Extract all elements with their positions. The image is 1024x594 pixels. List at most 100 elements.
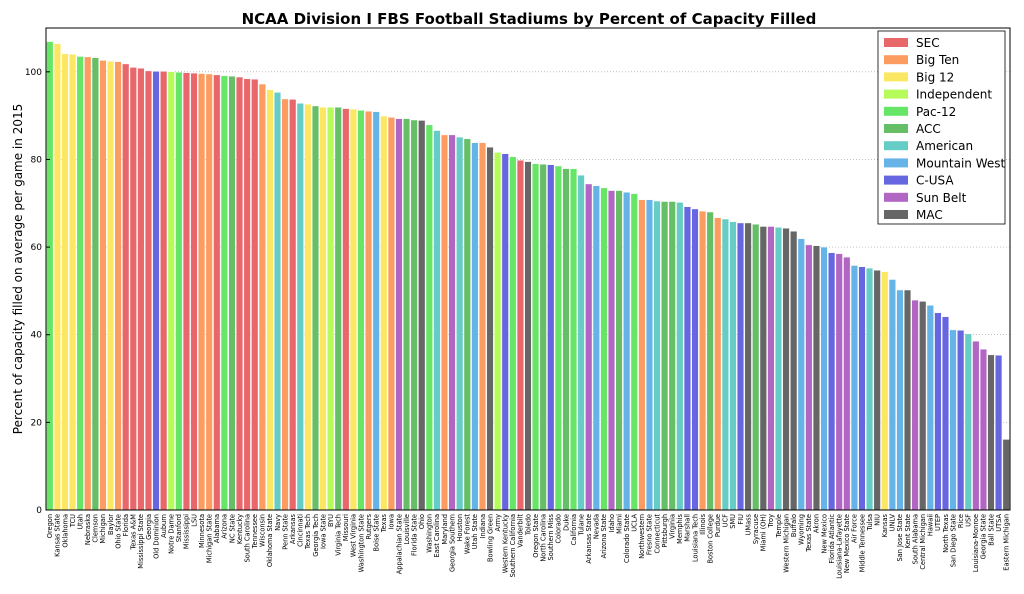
bar — [926, 305, 934, 511]
x-tick-label: Oregon — [46, 514, 54, 538]
x-tick-label: Tennessee — [251, 514, 259, 549]
bar — [532, 163, 540, 511]
bar — [904, 289, 912, 511]
legend-swatch — [884, 175, 908, 185]
x-tick-label: Mississippi State — [137, 514, 145, 569]
bar — [699, 210, 707, 511]
bar — [122, 63, 130, 511]
bar — [471, 142, 479, 511]
bar — [835, 253, 843, 511]
x-tick-label: Auburn — [160, 514, 168, 538]
bar — [995, 355, 1003, 511]
x-tick-label: Northwestern — [638, 514, 646, 559]
bar — [175, 72, 183, 511]
legend-swatch — [884, 55, 908, 65]
x-tick-label: Minnesota — [198, 514, 206, 548]
bar — [456, 136, 464, 511]
bar — [623, 192, 631, 511]
x-tick-label: Old Dominion — [152, 514, 160, 559]
x-tick-label: Pittsburgh — [661, 514, 669, 548]
x-tick-label: UTSA — [995, 514, 1003, 532]
x-tick-label: Indiana — [479, 514, 487, 538]
x-tick-label: UCF — [722, 514, 730, 527]
bar — [76, 56, 84, 511]
x-tick-label: Arkansas State — [585, 514, 593, 564]
legend-label: Independent — [916, 88, 992, 102]
x-tick-label: Illinois — [699, 513, 707, 534]
x-tick-label: NIU — [873, 514, 881, 526]
bar — [767, 226, 775, 511]
bar — [144, 70, 152, 511]
x-tick-label: Oregon State — [532, 514, 540, 558]
x-tick-label: Washington — [426, 514, 434, 553]
bar — [896, 289, 904, 511]
x-tick-label: Navy — [274, 514, 282, 531]
x-tick-label: Troy — [767, 514, 775, 529]
bar — [752, 224, 760, 511]
x-tick-label: NC State — [228, 514, 236, 543]
x-tick-label: Nevada — [593, 514, 601, 539]
bar — [524, 161, 532, 511]
bar — [972, 341, 980, 511]
bar — [661, 201, 669, 511]
x-tick-label: Oklahoma State — [266, 514, 274, 567]
bar — [759, 226, 767, 511]
x-tick-label: San Jose State — [896, 514, 904, 562]
bar — [311, 105, 319, 511]
x-tick-label: Washington State — [357, 514, 365, 572]
legend-swatch — [884, 89, 908, 99]
x-tick-label: Wyoming — [798, 514, 806, 545]
legend-label: Big 12 — [916, 70, 954, 84]
bar — [737, 222, 745, 511]
x-tick-label: Cincinnati — [297, 514, 305, 547]
bar — [266, 89, 274, 511]
bar — [615, 190, 623, 511]
x-tick-label: Iowa — [388, 514, 396, 529]
bar — [403, 118, 411, 511]
x-tick-label: Kentucky — [236, 514, 244, 544]
bar — [296, 103, 304, 511]
x-tick-label: Southern Miss — [547, 513, 555, 560]
bar — [957, 330, 965, 511]
legend-swatch — [884, 106, 908, 116]
bar — [213, 74, 221, 511]
x-tick-label: Michigan — [99, 514, 107, 544]
bar — [84, 56, 92, 511]
x-tick-label: Memphis — [676, 513, 684, 543]
x-tick-label: Kansas — [881, 513, 889, 537]
x-tick-label: Louisiana-Lafayette — [836, 514, 844, 579]
x-tick-label: Western Kentucky — [502, 514, 510, 573]
bar — [53, 43, 61, 511]
x-tick-label: Duke — [562, 514, 570, 531]
bar — [570, 168, 578, 511]
x-tick-label: East Carolina — [433, 514, 441, 557]
bar — [319, 107, 327, 511]
bar — [987, 354, 995, 511]
bar — [349, 108, 357, 511]
x-tick-label: New Mexico — [820, 514, 828, 554]
x-tick-label: Florida Atlantic — [828, 514, 836, 564]
x-tick-label: Miami — [615, 514, 623, 534]
legend-swatch — [884, 158, 908, 168]
x-tick-label: Utah State — [471, 514, 479, 549]
bar — [91, 57, 99, 511]
x-tick-label: Idaho — [608, 514, 616, 532]
bar — [243, 78, 251, 511]
x-tick-label: Vanderbilt — [517, 514, 525, 548]
x-tick-label: Michigan State — [205, 514, 213, 563]
x-tick-label: Virginia — [669, 514, 677, 539]
x-tick-label: Florida — [122, 514, 130, 536]
bar — [198, 73, 206, 511]
bar — [448, 134, 456, 511]
x-tick-label: Ball State — [987, 514, 995, 546]
bar — [676, 202, 684, 511]
x-tick-label: Utah — [76, 514, 84, 530]
x-tick-label: Alabama — [213, 514, 221, 543]
y-tick-label: 60 — [31, 243, 43, 253]
bar — [866, 267, 874, 511]
legend-swatch — [884, 210, 908, 219]
bar — [289, 99, 297, 511]
x-tick-label: Colorado State — [623, 514, 631, 563]
bar — [1002, 439, 1010, 511]
x-tick-label: LSU — [190, 514, 198, 527]
